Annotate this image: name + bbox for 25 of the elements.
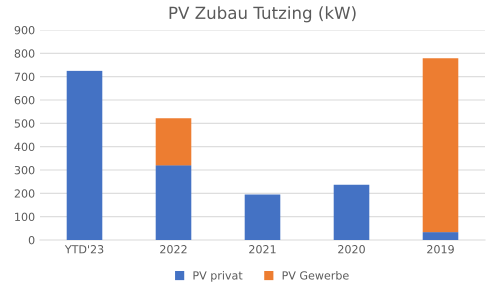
y-tick-label: 300 bbox=[14, 166, 34, 174]
y-tick-label: 700 bbox=[14, 72, 34, 82]
y-tick-label: 800 bbox=[14, 49, 34, 58]
bar bbox=[156, 118, 192, 166]
bar bbox=[422, 232, 458, 240]
bar bbox=[422, 58, 458, 232]
y-tick-label: 900 bbox=[14, 26, 34, 34]
y-tick-label: 0 bbox=[28, 236, 34, 244]
y-tick-label: 200 bbox=[14, 189, 34, 198]
x-tick-label: YTD'23 bbox=[64, 245, 104, 254]
bar bbox=[334, 184, 370, 240]
bar bbox=[244, 194, 280, 240]
legend-label: PV Gewerbe bbox=[282, 271, 349, 280]
y-tick-label: 100 bbox=[15, 212, 34, 222]
y-tick-label: 500 bbox=[14, 119, 34, 128]
bar bbox=[66, 70, 102, 240]
y-tick-label: 400 bbox=[14, 142, 34, 152]
x-tick-label: 2020 bbox=[338, 245, 365, 254]
x-tick-label: 2021 bbox=[249, 245, 276, 254]
legend-label: PV privat bbox=[194, 271, 242, 282]
bar bbox=[156, 165, 192, 240]
chart-title: PV Zubau Tutzing (kW) bbox=[170, 6, 356, 22]
y-tick-label: 600 bbox=[14, 96, 34, 104]
x-tick-label: 2022 bbox=[160, 245, 187, 254]
x-tick-label: 2019 bbox=[427, 245, 454, 254]
